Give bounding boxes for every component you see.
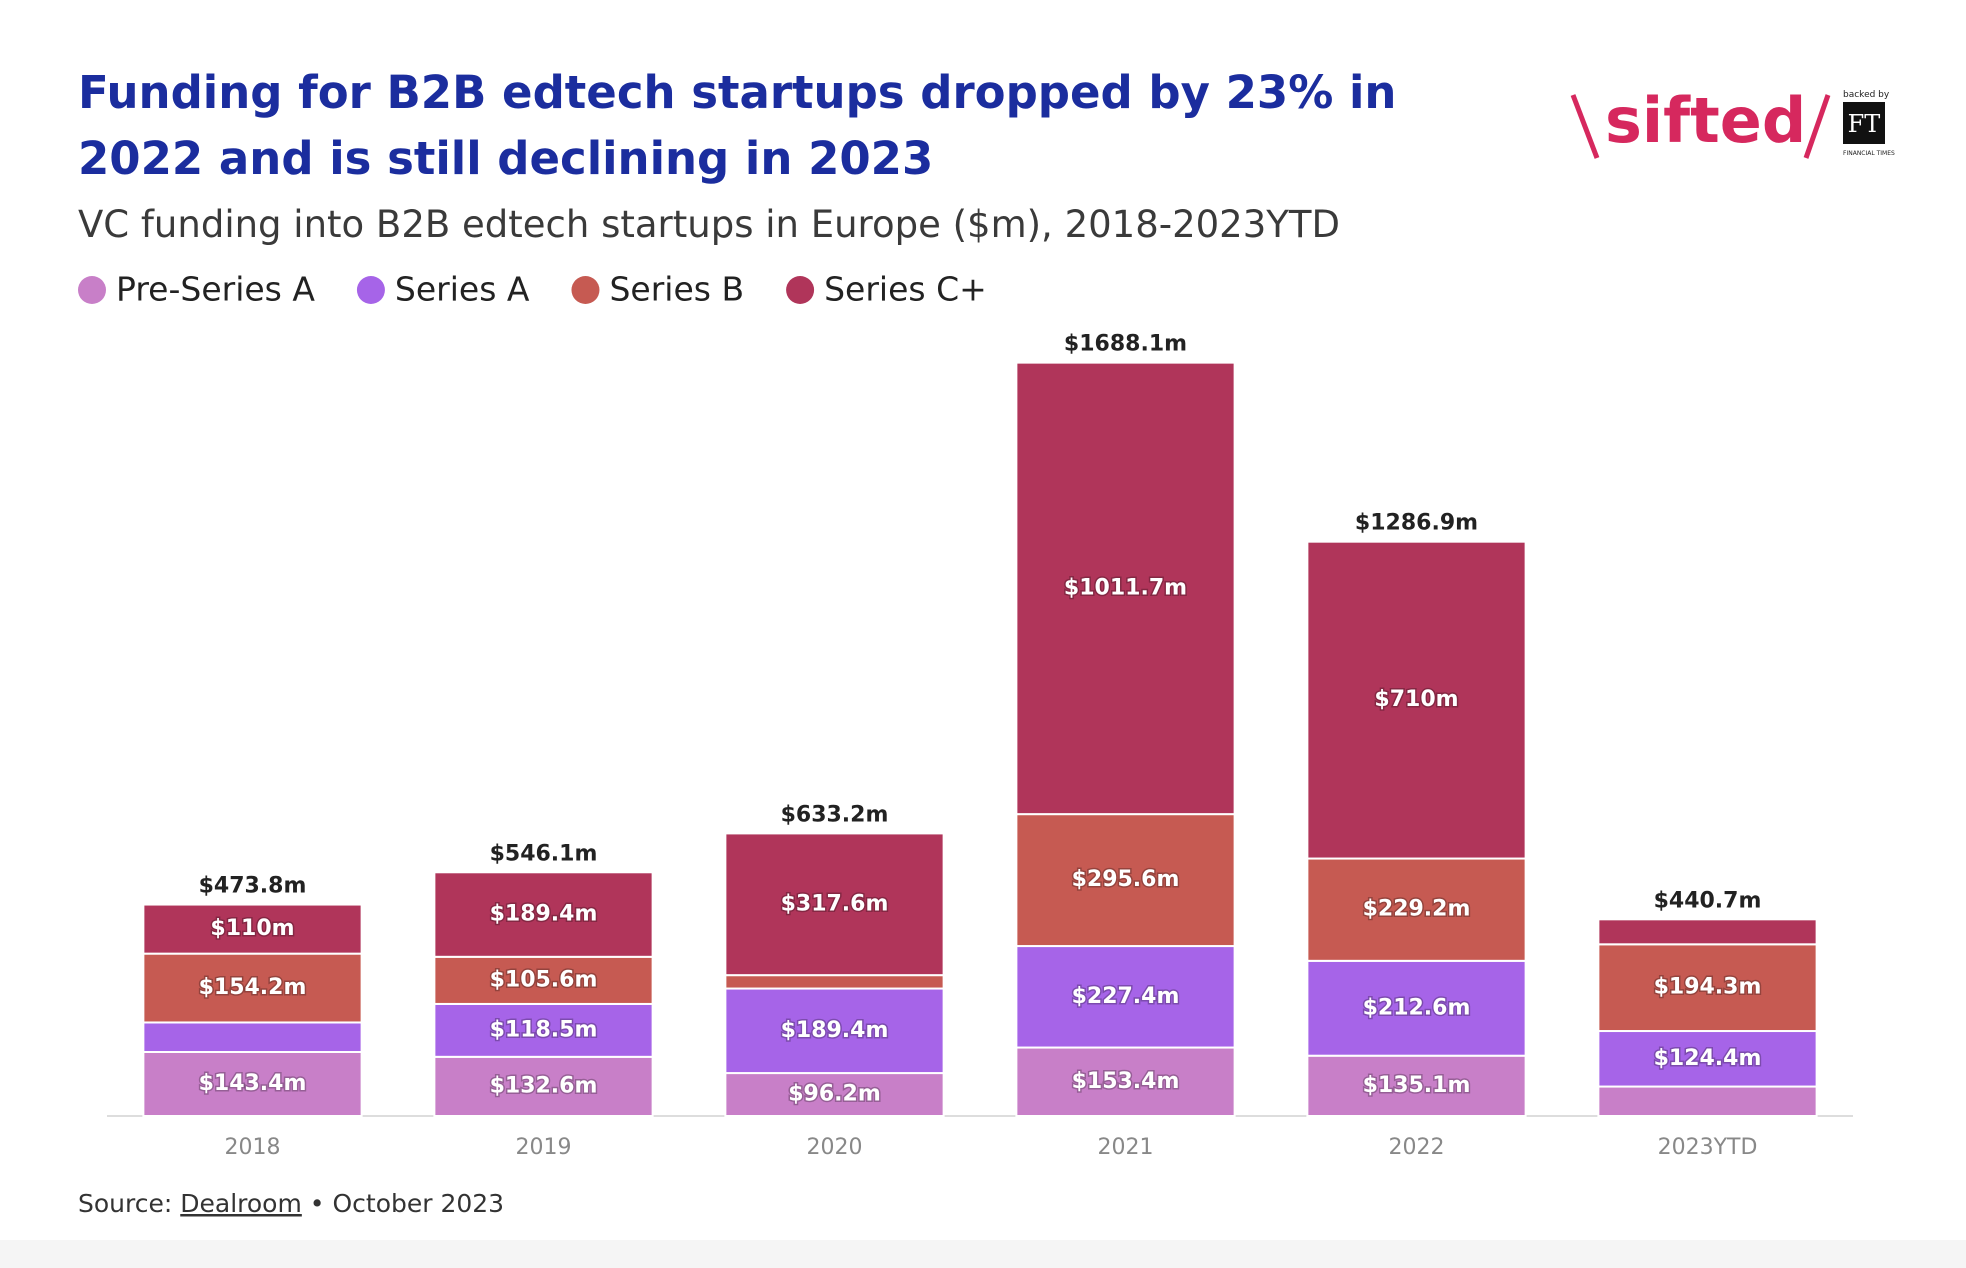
bar-segment [1015, 945, 1236, 1049]
source: Source: Dealroom • October 2023 [78, 1189, 504, 1218]
bar-segment [433, 871, 654, 958]
bar-segment [142, 1051, 363, 1118]
bar-segment [1306, 959, 1527, 1057]
ft-name: FINANCIAL TIMES [1843, 150, 1895, 157]
bar-segment [1015, 1046, 1236, 1118]
segment-label: $118.5m [490, 1017, 598, 1042]
total-label: $440.7m [1654, 888, 1762, 913]
bar-segment [724, 1072, 945, 1117]
logo-slash [1570, 94, 1600, 159]
bar-segment [142, 903, 363, 955]
legend-label: Series B [609, 270, 744, 309]
title-box: Funding for B2B edtech startups dropped … [78, 66, 1397, 185]
segment-label: $229.2m [1363, 897, 1471, 922]
bar-segment [142, 952, 363, 1024]
logo: sifted backed by FT FINANCIAL TIMES [1570, 84, 1895, 159]
segment-label: $105.6m [490, 967, 598, 992]
x-tick-label: 2023YTD [1658, 1135, 1758, 1160]
legend-label: Pre-Series A [116, 270, 315, 309]
legend-label: Series A [395, 270, 530, 309]
source-link[interactable]: Dealroom [180, 1189, 302, 1218]
bar-segment [724, 987, 945, 1075]
legend-swatch [356, 276, 385, 304]
legend-swatch [786, 276, 815, 304]
bar-segment [1597, 918, 1818, 946]
total-label: $1286.9m [1355, 511, 1478, 536]
logo-backed: backed by [1843, 90, 1890, 100]
legend-swatch [571, 276, 600, 304]
footer-strip [0, 1240, 1966, 1268]
segment-label: $227.4m [1072, 984, 1180, 1009]
bar-segment [1015, 361, 1236, 816]
legend: Pre-Series A Series A Series B Series C+ [78, 270, 987, 309]
bar-segment [1597, 1030, 1818, 1088]
segment-label: $189.4m [490, 902, 598, 927]
chart-subtitle: VC funding into B2B edtech startups in E… [78, 203, 1340, 246]
source-suffix: • October 2023 [310, 1189, 504, 1218]
total-label: $473.8m [199, 874, 307, 899]
x-tick-label: 2019 [516, 1135, 572, 1160]
legend-swatch [78, 276, 106, 304]
segment-label: $96.2m [788, 1082, 881, 1107]
bar-segment [1597, 943, 1818, 1033]
bar-segment [433, 955, 654, 1005]
bar-segment [433, 1002, 654, 1058]
x-tick-label: 2018 [225, 1135, 281, 1160]
segment-label: $212.6m [1363, 995, 1471, 1020]
segment-label: $143.4m [199, 1071, 307, 1096]
x-tick-label: 2020 [807, 1135, 863, 1160]
bar-segment [724, 974, 945, 990]
segment-label: $317.6m [781, 891, 889, 916]
segment-label: $710m [1374, 687, 1458, 712]
bar-segment [1015, 813, 1236, 948]
segment-label: $153.4m [1072, 1069, 1180, 1094]
logo-brand: sifted [1605, 84, 1806, 157]
bar-segment [433, 1055, 654, 1117]
total-label: $546.1m [490, 841, 598, 866]
bar-segment [1306, 857, 1527, 962]
x-tick-label: 2022 [1389, 1135, 1445, 1160]
segment-label: $154.2m [199, 975, 307, 1000]
ft-logo: FT [1848, 110, 1881, 138]
bar-segment [1306, 540, 1527, 860]
segment-label: $194.3m [1654, 975, 1762, 1000]
segment-label: $1011.7m [1064, 575, 1187, 600]
total-label: $633.2m [781, 802, 889, 827]
chart-title: Funding for B2B edtech startups dropped … [78, 66, 1397, 185]
segment-label: $124.4m [1654, 1046, 1762, 1071]
bar-segment [1306, 1054, 1527, 1117]
segment-label: $132.6m [490, 1073, 598, 1098]
x-tick-label: 2021 [1098, 1135, 1154, 1160]
bar-segment [1597, 1085, 1818, 1118]
total-label: $1688.1m [1064, 332, 1187, 357]
source-prefix: Source: [78, 1189, 172, 1218]
segment-label: $189.4m [781, 1018, 889, 1043]
segment-label: $135.1m [1363, 1073, 1471, 1098]
bar-segment [142, 1021, 363, 1054]
bar-segment [724, 832, 945, 977]
legend-label: Series C+ [824, 270, 987, 309]
logo-slash [1803, 94, 1831, 159]
segment-label: $110m [210, 916, 294, 941]
segment-label: $295.6m [1072, 867, 1180, 892]
ft-box [1843, 102, 1885, 144]
